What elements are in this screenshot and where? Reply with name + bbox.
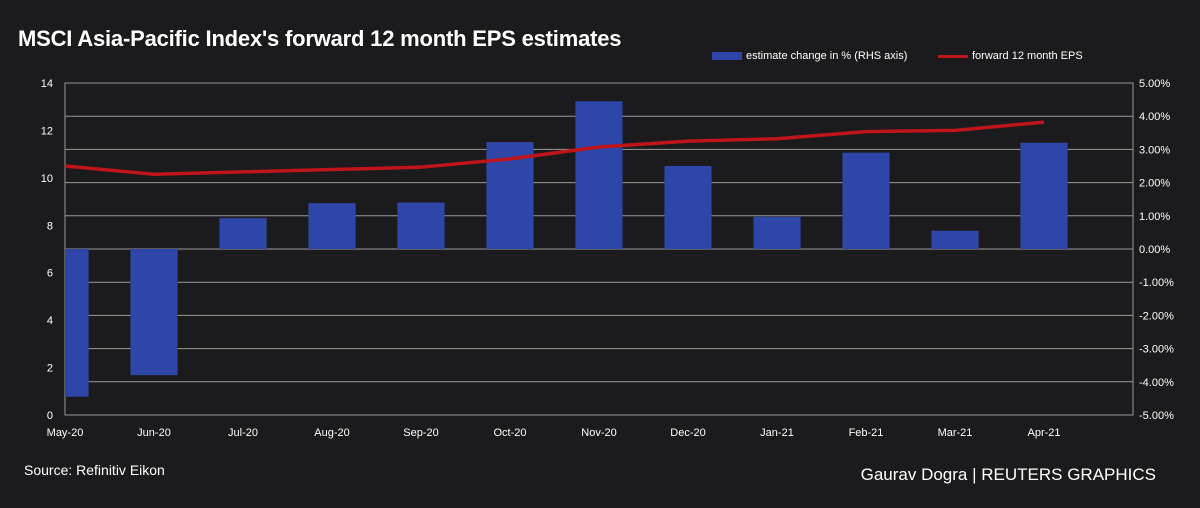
- bar-Dec-20: [664, 166, 712, 249]
- legend-item-bar: estimate change in % (RHS axis): [712, 50, 907, 62]
- x-tick-label: Apr-21: [1027, 427, 1060, 439]
- x-tick-label: Oct-20: [493, 427, 526, 439]
- legend-bar-label: estimate change in % (RHS axis): [746, 50, 908, 62]
- legend-item-line: forward 12 month EPS: [938, 50, 1083, 62]
- right-tick-label: 1.00%: [1139, 211, 1170, 223]
- left-tick-label: 12: [41, 125, 53, 137]
- right-tick-label: -2.00%: [1139, 310, 1174, 322]
- x-tick-label: Nov-20: [581, 427, 616, 439]
- right-tick-label: 0.00%: [1139, 244, 1170, 256]
- legend-bar-swatch: [712, 52, 742, 60]
- x-tick-label: Jul-20: [228, 427, 258, 439]
- x-tick-label: Dec-20: [670, 427, 705, 439]
- bar-Jun-20: [130, 249, 178, 376]
- bar-Sep-20: [397, 202, 445, 249]
- bar-Nov-20: [575, 101, 623, 249]
- right-tick-label: 3.00%: [1139, 144, 1170, 156]
- bar-Feb-21: [842, 152, 890, 249]
- bar-May-20: [65, 249, 89, 397]
- chart-title: MSCI Asia-Pacific Index's forward 12 mon…: [18, 26, 622, 51]
- bar-Jan-21: [753, 216, 801, 249]
- right-tick-label: 2.00%: [1139, 178, 1170, 190]
- x-tick-label: Jan-21: [760, 427, 794, 439]
- credit-note: Gaurav Dogra | REUTERS GRAPHICS: [860, 465, 1156, 484]
- x-tick-label: Sep-20: [403, 427, 438, 439]
- source-note: Source: Refinitiv Eikon: [24, 462, 165, 478]
- bar-Jul-20: [219, 218, 267, 249]
- legend-line-label: forward 12 month EPS: [972, 50, 1083, 62]
- right-tick-label: 5.00%: [1139, 78, 1170, 90]
- left-tick-label: 2: [47, 363, 53, 375]
- x-tick-label: Feb-21: [849, 427, 884, 439]
- x-tick-label: Mar-21: [938, 427, 973, 439]
- x-tick-label: Jun-20: [137, 427, 171, 439]
- left-tick-label: 14: [41, 78, 53, 90]
- right-tick-label: -3.00%: [1139, 344, 1174, 356]
- left-tick-label: 6: [47, 268, 53, 280]
- right-tick-label: 4.00%: [1139, 111, 1170, 123]
- right-tick-label: -4.00%: [1139, 377, 1174, 389]
- x-tick-label: Aug-20: [314, 427, 349, 439]
- left-tick-label: 8: [47, 220, 53, 232]
- eps-line: [64, 120, 1045, 177]
- bar-Mar-21: [931, 230, 979, 249]
- right-tick-label: -5.00%: [1139, 410, 1174, 422]
- bar-Aug-20: [308, 203, 356, 249]
- left-tick-label: 4: [47, 315, 53, 327]
- bar-Apr-21: [1020, 142, 1068, 249]
- left-tick-label: 0: [47, 410, 53, 422]
- left-tick-label: 10: [41, 173, 53, 185]
- right-tick-label: -1.00%: [1139, 277, 1174, 289]
- legend-line-swatch: [938, 54, 968, 58]
- x-tick-label: May-20: [47, 427, 84, 439]
